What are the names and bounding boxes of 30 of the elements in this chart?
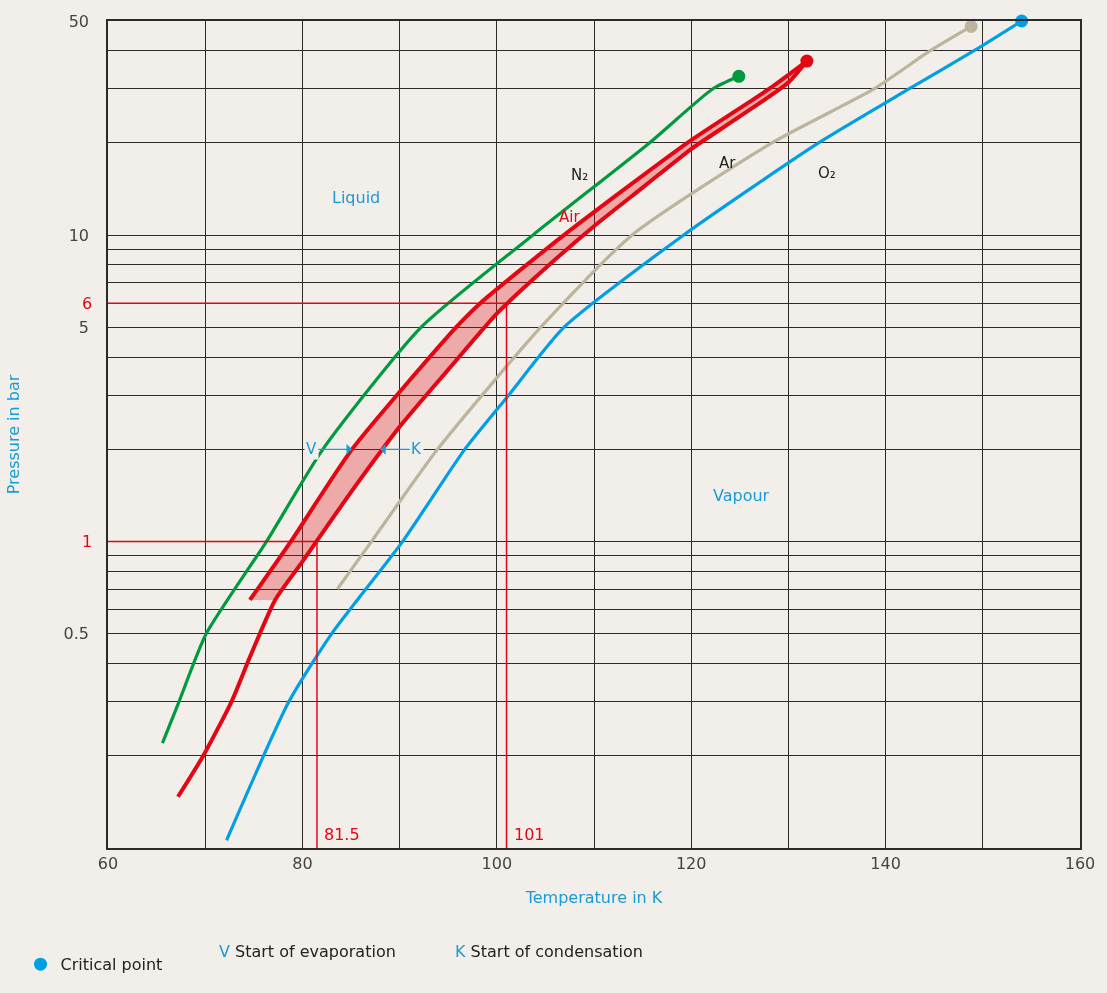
x-tick-label: 80	[292, 853, 313, 873]
ref-line-label: 81.5	[324, 825, 360, 844]
x-tick-label: 120	[675, 853, 707, 873]
x-tick-label: 60	[97, 853, 119, 873]
y-tick-label: 10	[68, 225, 90, 245]
point	[964, 19, 978, 33]
legend-label: Critical point	[60, 955, 163, 975]
y-axis-title: Pressure in bar	[4, 374, 23, 495]
text: V Start of evaporation	[219, 942, 396, 961]
annotation: Liquid	[332, 188, 381, 207]
series-label: O₂	[818, 164, 836, 182]
series-label: Ar	[719, 154, 737, 172]
y-tick-label: 50	[68, 11, 90, 31]
x-tick-label: 100	[481, 853, 513, 873]
annotation: K	[411, 440, 422, 458]
annotation: Vapour	[713, 486, 770, 505]
y-tick-label: 5	[78, 318, 90, 338]
annotation: V	[306, 440, 317, 458]
point	[800, 54, 814, 68]
x-tick-label: 160	[1064, 853, 1096, 873]
series-label: Air	[559, 208, 581, 226]
point	[732, 69, 746, 83]
text: K Start of condensation	[455, 942, 643, 961]
x-axis-title: Temperature in K	[524, 888, 663, 908]
series-label: N₂	[571, 166, 589, 184]
y-tick-label: 0.5	[63, 624, 90, 644]
ref-line-label: 101	[514, 825, 545, 844]
ref-line-label: 1	[82, 532, 93, 551]
x-tick-label: 140	[870, 853, 901, 873]
ref-line-label: 6	[82, 294, 93, 313]
